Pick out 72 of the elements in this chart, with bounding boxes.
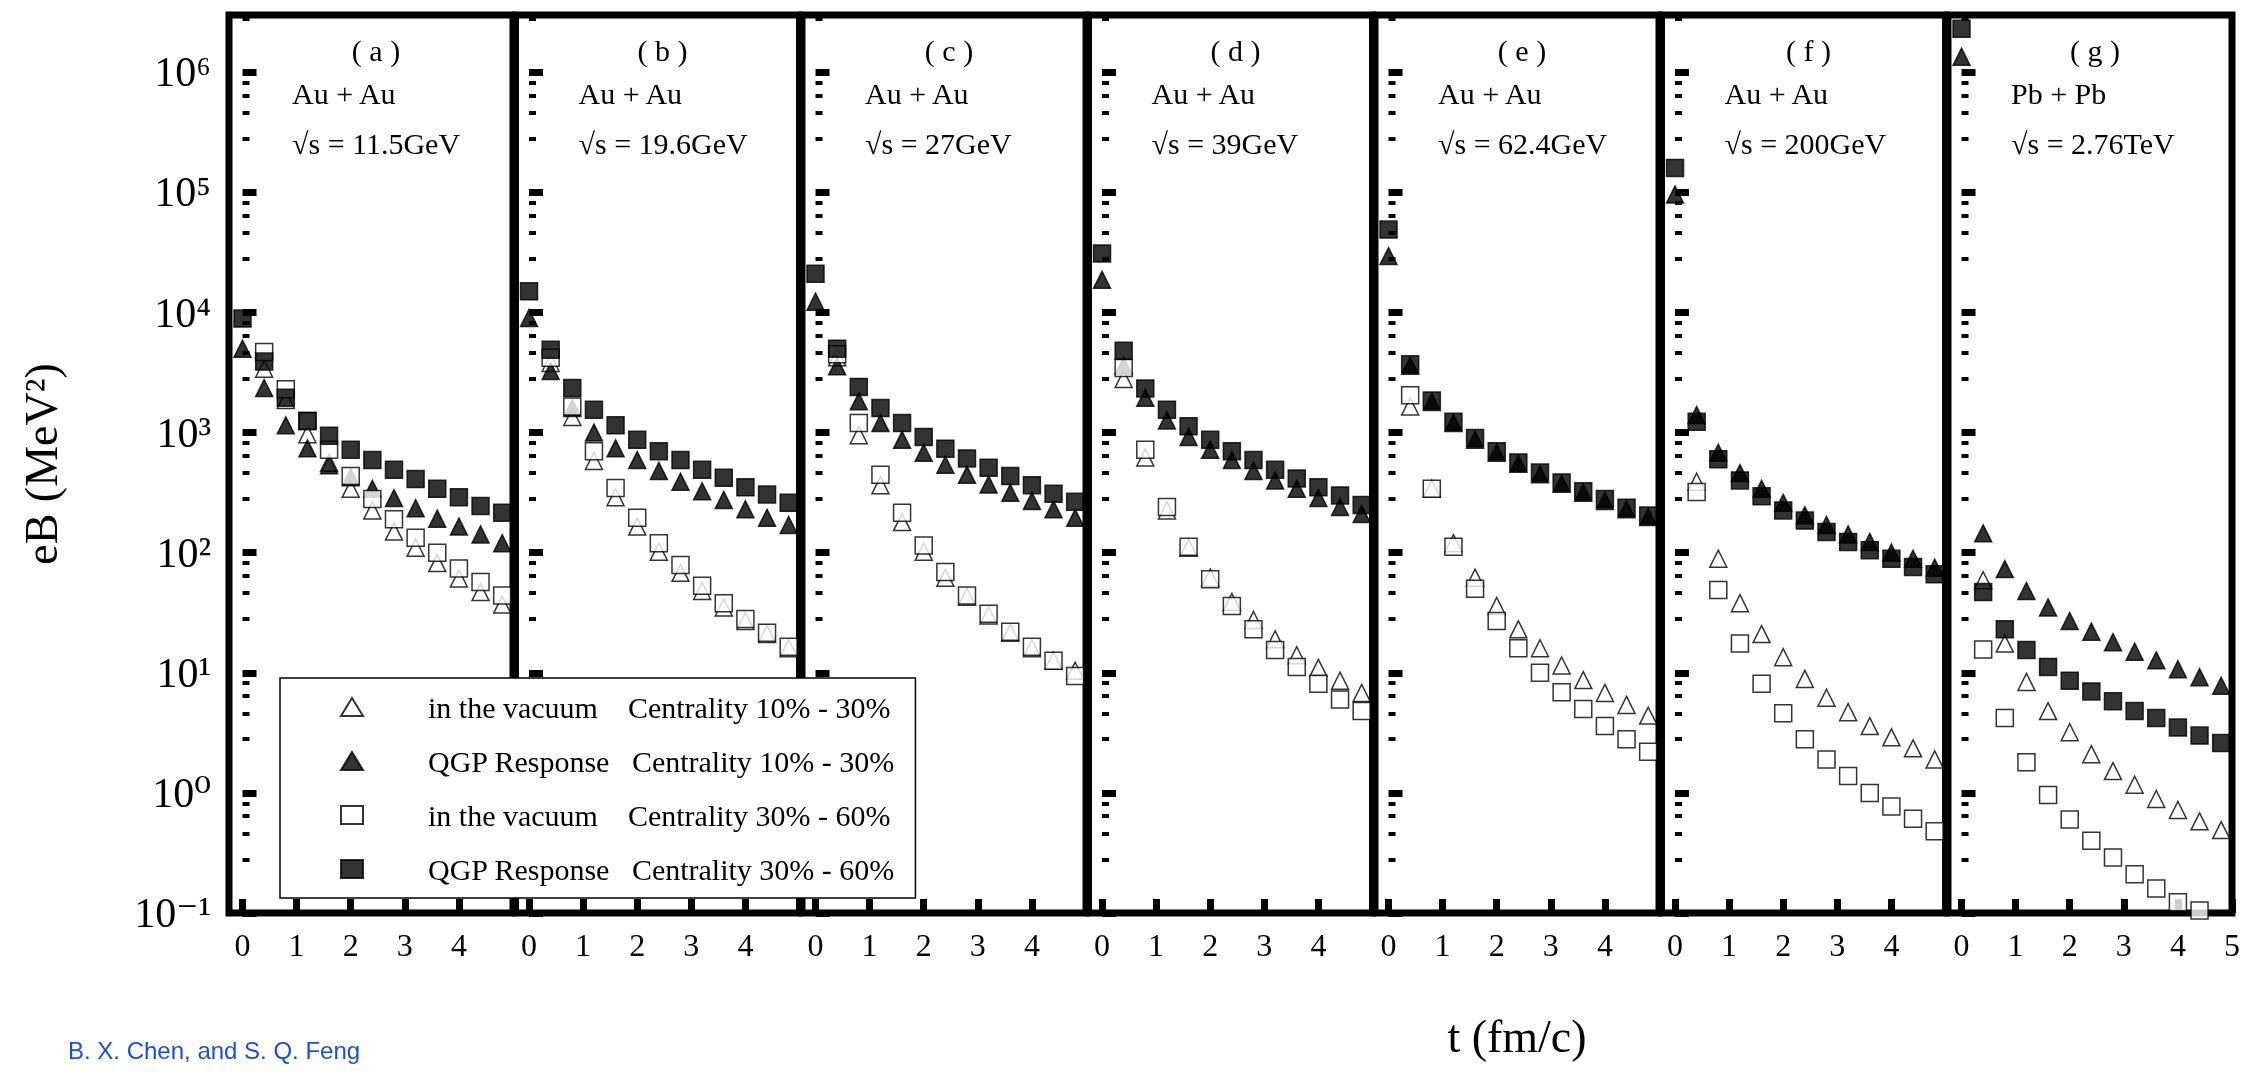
annotation: √s = 19.6GeV: [578, 126, 749, 160]
x-tick-label: 3: [683, 927, 700, 963]
legend-label: QGP Response Centrality 10% - 30%: [428, 744, 895, 778]
y-tick-label: 10³: [156, 409, 211, 456]
annotation: Pb + Pb: [2011, 76, 2107, 110]
annotation: √s = 27GeV: [865, 126, 1013, 160]
x-tick-label: 3: [969, 927, 986, 963]
annotation: Au + Au: [1438, 76, 1542, 110]
y-tick-label: 10⁴: [154, 289, 211, 336]
annotation: √s = 11.5GeV: [292, 126, 461, 160]
x-tick-label: 1: [2007, 927, 2024, 963]
text: ( a ): [351, 33, 401, 68]
annotation: √s = 2.76TeV: [2011, 126, 2176, 160]
x-tick-label: 2: [1202, 927, 1219, 963]
x-tick-label: 3: [1256, 927, 1273, 963]
annotation: √s = 200GeV: [1724, 126, 1887, 160]
x-tick-label: 4: [1883, 927, 1900, 963]
y-tick-label: 10⁶: [154, 49, 211, 96]
y-tick-label: 10⁻¹: [134, 890, 211, 936]
text: ( e ): [1497, 33, 1547, 68]
x-tick-label: 2: [629, 927, 646, 963]
x-tick-label: 0: [1094, 927, 1111, 963]
y-tick-label: 10²: [156, 529, 211, 576]
x-tick-label: 3: [2115, 927, 2132, 963]
x-tick-label: 4: [1023, 927, 1040, 963]
x-tick-label: 4: [450, 927, 467, 963]
annotation: √s = 62.4GeV: [1438, 126, 1608, 160]
text: ( f ): [1786, 33, 1831, 68]
x-tick-label: 3: [1829, 927, 1846, 963]
x-tick-label: 1: [575, 927, 592, 963]
annotation: Au + Au: [578, 76, 683, 110]
x-tick-label: 0: [234, 927, 251, 963]
y-axis-title: eB (MeV²): [15, 363, 67, 565]
x-tick-label: 1: [861, 927, 878, 963]
x-axis-title: t (fm/c): [1447, 1010, 1587, 1062]
x-tick-label: 1: [288, 927, 305, 963]
annotation: Au + Au: [865, 76, 969, 110]
text: ( b ): [637, 33, 688, 68]
x-tick-label: 4: [2169, 927, 2186, 963]
x-tick-label: 2: [915, 927, 932, 963]
x-tick-label: 1: [1148, 927, 1165, 963]
legend-label: QGP Response Centrality 30% - 60%: [428, 852, 895, 886]
x-tick-label: 1: [1434, 927, 1451, 963]
annotation: Au + Au: [292, 76, 396, 110]
x-tick-label: 0: [1380, 927, 1397, 963]
annotation: √s = 39GeV: [1151, 126, 1299, 160]
x-tick-label: 5: [2224, 927, 2240, 963]
x-tick-label: 4: [1310, 927, 1327, 963]
legend-label: in the vacuum Centrality 10% - 30%: [428, 690, 891, 724]
text: ( d ): [1210, 33, 1261, 68]
x-tick-label: 4: [1596, 927, 1613, 963]
legend-label: in the vacuum Centrality 30% - 60%: [428, 798, 891, 832]
x-tick-label: 0: [807, 927, 824, 963]
x-tick-label: 3: [396, 927, 413, 963]
x-tick-label: 4: [737, 927, 754, 963]
x-tick-label: 1: [1721, 927, 1738, 963]
y-tick-label: 10⁰: [152, 769, 211, 816]
x-tick-label: 2: [1775, 927, 1792, 963]
annotation: Au + Au: [1724, 76, 1829, 110]
x-tick-label: 3: [1542, 927, 1559, 963]
text: ( g ): [2070, 33, 2120, 68]
text: B. X. Chen, and S. Q. Feng: [68, 1036, 361, 1064]
x-tick-label: 0: [1667, 927, 1684, 963]
annotation: Au + Au: [1151, 76, 1256, 110]
x-tick-label: 2: [1488, 927, 1505, 963]
x-tick-label: 0: [521, 927, 538, 963]
y-tick-label: 10⁵: [154, 169, 211, 216]
x-tick-label: 2: [2061, 927, 2078, 963]
x-tick-label: 0: [1953, 927, 1970, 963]
text: ( c ): [924, 33, 974, 68]
x-tick-label: 2: [342, 927, 359, 963]
y-tick-label: 10¹: [156, 649, 211, 696]
